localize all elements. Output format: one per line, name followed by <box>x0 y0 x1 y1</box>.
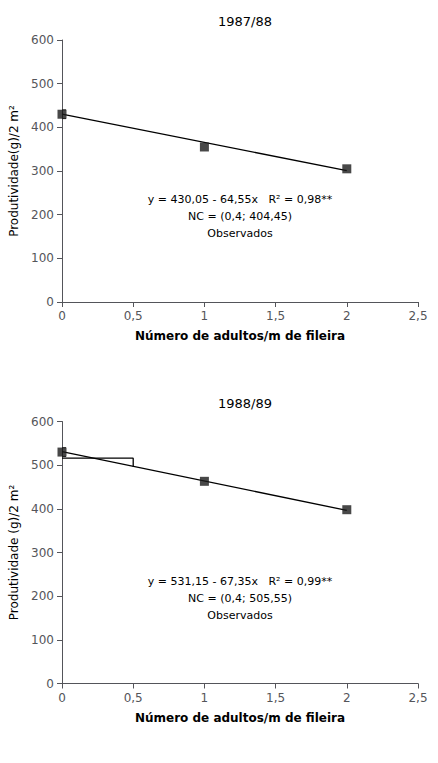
svg-text:0: 0 <box>58 691 66 705</box>
svg-text:100: 100 <box>31 633 54 647</box>
svg-text:Produtividade(g)/2 m²: Produtividade(g)/2 m² <box>7 105 21 237</box>
svg-text:y = 531,15 - 67,35x R² = 0,9: y = 531,15 - 67,35x R² = 0,99** <box>148 575 333 588</box>
svg-text:400: 400 <box>31 502 54 516</box>
svg-text:Número de adultos/m de fileira: Número de adultos/m de fileira <box>135 711 345 725</box>
svg-text:2: 2 <box>343 691 351 705</box>
svg-text:NC = (0,4; 505,55): NC = (0,4; 505,55) <box>188 592 292 605</box>
svg-text:2,5: 2,5 <box>408 309 427 323</box>
svg-text:300: 300 <box>31 164 54 178</box>
svg-text:0,5: 0,5 <box>124 691 143 705</box>
svg-text:1,5: 1,5 <box>266 691 285 705</box>
svg-text:y = 430,05 - 64,55x R² = 0,9: y = 430,05 - 64,55x R² = 0,98** <box>148 193 333 206</box>
svg-text:Número de adultos/m de fileira: Número de adultos/m de fileira <box>135 329 345 343</box>
svg-text:500: 500 <box>31 458 54 472</box>
svg-text:2: 2 <box>343 309 351 323</box>
svg-text:200: 200 <box>31 208 54 222</box>
svg-text:0: 0 <box>46 295 54 309</box>
svg-text:2,5: 2,5 <box>408 691 427 705</box>
svg-text:1,5: 1,5 <box>266 309 285 323</box>
svg-text:100: 100 <box>31 251 54 265</box>
svg-text:500: 500 <box>31 77 54 91</box>
svg-text:0: 0 <box>58 309 66 323</box>
svg-text:300: 300 <box>31 546 54 560</box>
svg-text:1: 1 <box>201 691 209 705</box>
svg-text:Produtividade (g)/2 m²: Produtividade (g)/2 m² <box>7 485 21 621</box>
svg-text:400: 400 <box>31 120 54 134</box>
svg-text:200: 200 <box>31 589 54 603</box>
svg-text:600: 600 <box>31 33 54 47</box>
svg-text:1988/89: 1988/89 <box>218 396 272 411</box>
svg-text:0,5: 0,5 <box>124 309 143 323</box>
svg-text:0: 0 <box>46 677 54 691</box>
svg-text:600: 600 <box>31 415 54 429</box>
svg-text:Observados: Observados <box>207 227 273 240</box>
svg-text:Observados: Observados <box>207 609 273 622</box>
svg-text:1: 1 <box>201 309 209 323</box>
svg-text:NC = (0,4; 404,45): NC = (0,4; 404,45) <box>188 210 292 223</box>
svg-text:1987/88: 1987/88 <box>218 14 272 29</box>
